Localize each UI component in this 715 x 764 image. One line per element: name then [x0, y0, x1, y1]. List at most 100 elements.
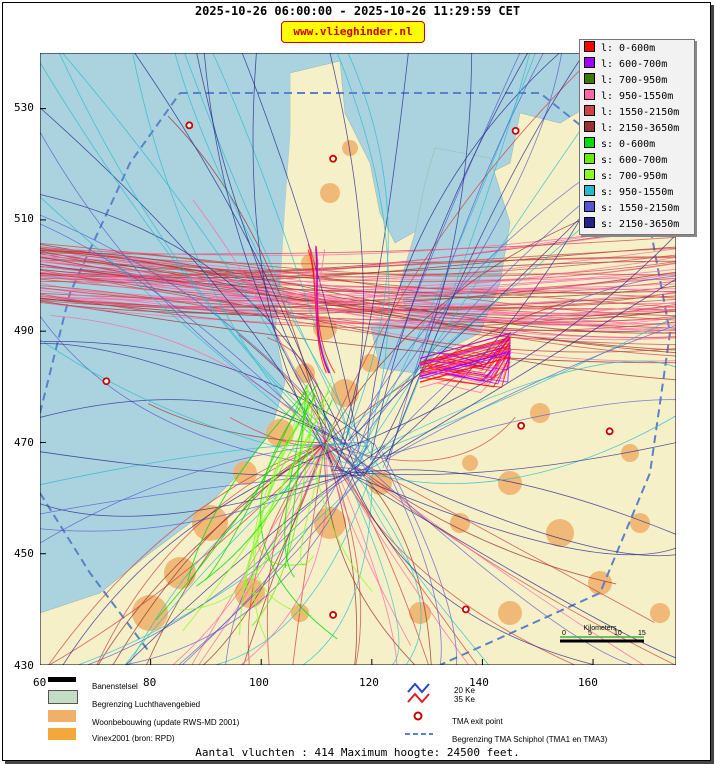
- flight-track: [245, 397, 330, 594]
- flight-track: [125, 445, 386, 665]
- flight-track: [40, 196, 340, 459]
- flight-track: [373, 442, 442, 665]
- x-tick-label: 60: [33, 676, 47, 689]
- flight-track: [123, 437, 371, 665]
- flight-track: [40, 214, 371, 475]
- flight-track: [239, 396, 310, 635]
- flight-track: [307, 383, 373, 592]
- flight-track: [40, 275, 676, 332]
- flight-track: [40, 263, 676, 294]
- flight-track: [179, 385, 308, 611]
- flight-track: [40, 254, 676, 278]
- flight-track: [40, 236, 676, 255]
- flight-track: [40, 469, 361, 517]
- legend-entry: s: 0-600m: [584, 137, 655, 153]
- flight-track: [40, 287, 676, 307]
- flight-track: [40, 222, 676, 279]
- flight-track: [132, 53, 335, 456]
- legend-35ke: 35 Ke: [454, 695, 475, 704]
- flight-track: [40, 62, 364, 474]
- flight-track: [324, 442, 416, 665]
- flight-track: [40, 289, 676, 322]
- legend-swatch: [584, 57, 595, 68]
- flight-track: [336, 53, 390, 467]
- legend-entry: s: 1550-2150m: [584, 201, 679, 217]
- flight-track: [316, 252, 330, 374]
- flight-track: [419, 336, 512, 368]
- flight-track: [203, 53, 360, 477]
- flight-track: [354, 360, 676, 461]
- x-tick-label: 120: [359, 676, 379, 689]
- flight-track: [266, 442, 326, 665]
- legend-swatch: [584, 89, 595, 100]
- legend-vinex: Vinex2001 (bron: RPD): [92, 734, 175, 743]
- flight-track: [40, 242, 676, 277]
- scale-tick-15: 15: [638, 630, 646, 637]
- legend-swatch: [584, 105, 595, 116]
- legend-entry: s: 2150-3650m: [584, 217, 679, 233]
- flight-track: [375, 315, 676, 453]
- flight-track: [40, 271, 676, 296]
- flight-track: [366, 53, 560, 443]
- tma-exit-point: [605, 427, 614, 436]
- flight-track: [329, 53, 364, 471]
- flight-track: [383, 469, 676, 557]
- flight-track: [40, 222, 676, 256]
- flight-track: [365, 476, 490, 665]
- tma-exit-point: [461, 605, 470, 614]
- legend-luchthaven: Begrenzing Luchthavengebied: [92, 700, 201, 709]
- flight-track: [324, 442, 430, 665]
- flight-track: [187, 390, 308, 581]
- flight-track: [40, 293, 676, 329]
- altitude-legend: l: 0-600m l: 600-700m l: 700-950m l: 950…: [579, 39, 695, 235]
- flight-track: [40, 250, 676, 323]
- flight-track: [40, 274, 676, 305]
- legend-tma-begrenzing: Begrenzing TMA Schiphol (TMA1 en TMA3): [452, 735, 608, 744]
- flight-track: [97, 442, 326, 665]
- flight-track: [386, 53, 544, 469]
- flight-track: [212, 53, 359, 468]
- map-plot: Kilometers 0 5 10 15: [40, 53, 676, 665]
- tma-exit-point: [517, 421, 526, 430]
- tma-exit-point: [185, 121, 194, 130]
- flight-track: [355, 469, 676, 535]
- flight-track: [339, 53, 409, 446]
- legend-entry: s: 950-1550m: [584, 185, 673, 201]
- flight-track: [215, 475, 371, 665]
- flight-track: [40, 285, 676, 353]
- flight-track: [40, 247, 676, 277]
- flight-track: [48, 442, 326, 665]
- tma-exit-point: [329, 154, 338, 163]
- scale-tick-5: 5: [588, 630, 592, 637]
- y-tick-label: 530: [14, 101, 34, 114]
- y-tick-label: 450: [14, 547, 34, 560]
- flight-track: [381, 452, 457, 665]
- legend-swatch: [584, 153, 595, 164]
- flight-track: [240, 442, 328, 665]
- flight-track: [302, 441, 373, 665]
- legend-entry: l: 1550-2150m: [584, 105, 679, 121]
- legend-entry: s: 600-700m: [584, 153, 667, 169]
- flight-track: [196, 53, 339, 440]
- scale-tick-0: 0: [562, 630, 566, 637]
- legend-swatch: [584, 121, 595, 132]
- flight-track: [419, 356, 512, 388]
- flight-track: [40, 256, 676, 301]
- chart-title: 2025-10-26 06:00:00 - 2025-10-26 11:29:5…: [194, 4, 521, 18]
- tma-exit-point: [511, 126, 520, 135]
- flight-tracks: [40, 53, 676, 665]
- tma-boundary-icon: [405, 733, 433, 735]
- flight-track: [40, 343, 342, 441]
- site-badge[interactable]: www.vlieghinder.nl: [281, 21, 425, 43]
- legend-20ke: 20 Ke: [454, 686, 475, 695]
- flight-track: [419, 332, 512, 364]
- legend-entry: l: 950-1550m: [584, 89, 673, 105]
- flight-track: [330, 442, 676, 476]
- flight-track: [40, 340, 375, 445]
- flight-track: [147, 403, 326, 444]
- flight-track: [40, 269, 676, 346]
- flight-track: [40, 249, 676, 317]
- flight-track: [419, 339, 511, 371]
- flight-track: [370, 53, 529, 460]
- flight-track: [178, 473, 364, 665]
